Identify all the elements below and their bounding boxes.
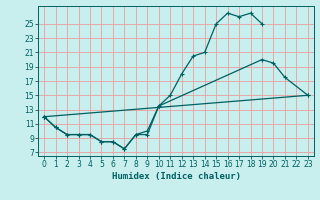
X-axis label: Humidex (Indice chaleur): Humidex (Indice chaleur): [111, 172, 241, 181]
